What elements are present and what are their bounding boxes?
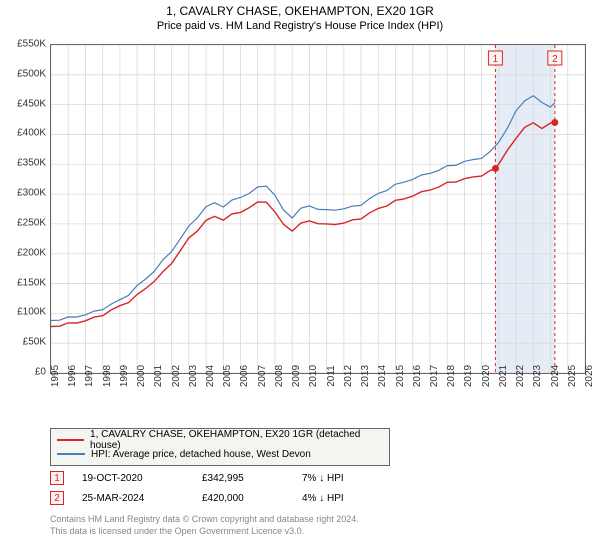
svg-text:1: 1 xyxy=(493,54,499,65)
y-axis-tick-label: £300K xyxy=(17,188,46,199)
x-axis-tick-label: 2009 xyxy=(291,365,302,387)
legend-swatch xyxy=(57,439,84,441)
x-axis-tick-label: 2002 xyxy=(171,365,182,387)
y-axis-tick-label: £0 xyxy=(35,367,46,378)
x-axis-tick-label: 2006 xyxy=(239,365,250,387)
x-axis-tick-label: 2016 xyxy=(412,365,423,387)
marker-row: 2 25-MAR-2024 £420,000 4% ↓ HPI xyxy=(50,488,402,508)
y-axis-tick-label: £250K xyxy=(17,217,46,228)
x-axis-tick-label: 1997 xyxy=(84,365,95,387)
y-axis-tick-label: £150K xyxy=(17,277,46,288)
y-axis-tick-label: £200K xyxy=(17,247,46,258)
chart-plot-area: 12 xyxy=(50,44,586,374)
legend-label: HPI: Average price, detached house, West… xyxy=(91,449,311,460)
x-axis-tick-label: 2024 xyxy=(550,365,561,387)
marker-badge: 2 xyxy=(50,491,64,505)
x-axis-tick-label: 2015 xyxy=(395,365,406,387)
x-axis-tick-label: 2012 xyxy=(343,365,354,387)
footer-attribution: Contains HM Land Registry data © Crown c… xyxy=(50,514,359,537)
x-axis-tick-label: 1996 xyxy=(67,365,78,387)
y-axis-tick-label: £50K xyxy=(23,337,46,348)
x-axis-tick-label: 2019 xyxy=(463,365,474,387)
legend-item-price-paid: 1, CAVALRY CHASE, OKEHAMPTON, EX20 1GR (… xyxy=(57,433,383,447)
x-axis-tick-label: 2025 xyxy=(567,365,578,387)
y-axis-tick-label: £400K xyxy=(17,128,46,139)
x-axis-tick-label: 2021 xyxy=(498,365,509,387)
x-axis-tick-label: 2013 xyxy=(360,365,371,387)
x-axis-tick-label: 2000 xyxy=(136,365,147,387)
legend-swatch xyxy=(57,453,85,455)
x-axis-tick-label: 1999 xyxy=(119,365,130,387)
marker-delta: 7% ↓ HPI xyxy=(302,473,402,484)
svg-text:2: 2 xyxy=(552,54,558,65)
y-axis-tick-label: £550K xyxy=(17,39,46,50)
x-axis-tick-label: 2011 xyxy=(326,365,337,387)
x-axis-tick-label: 1995 xyxy=(50,365,61,387)
x-axis-tick-label: 2010 xyxy=(308,365,319,387)
chart-subtitle: Price paid vs. HM Land Registry's House … xyxy=(0,18,600,32)
x-axis-tick-label: 1998 xyxy=(102,365,113,387)
marker-table: 1 19-OCT-2020 £342,995 7% ↓ HPI 2 25-MAR… xyxy=(50,468,402,508)
x-axis-tick-label: 2020 xyxy=(481,365,492,387)
legend: 1, CAVALRY CHASE, OKEHAMPTON, EX20 1GR (… xyxy=(50,428,390,466)
x-axis-tick-label: 2014 xyxy=(377,365,388,387)
marker-badge: 1 xyxy=(50,471,64,485)
x-axis-tick-label: 2022 xyxy=(515,365,526,387)
marker-price: £342,995 xyxy=(202,473,302,484)
x-axis-tick-label: 2007 xyxy=(257,365,268,387)
x-axis-tick-label: 2005 xyxy=(222,365,233,387)
x-axis-tick-label: 2008 xyxy=(274,365,285,387)
marker-delta: 4% ↓ HPI xyxy=(302,493,402,504)
chart-title: 1, CAVALRY CHASE, OKEHAMPTON, EX20 1GR xyxy=(0,0,600,18)
y-axis-tick-label: £450K xyxy=(17,98,46,109)
y-axis-tick-label: £500K xyxy=(17,68,46,79)
y-axis-tick-label: £100K xyxy=(17,307,46,318)
x-axis-tick-label: 2018 xyxy=(446,365,457,387)
x-axis-tick-label: 2023 xyxy=(532,365,543,387)
x-axis-tick-label: 2001 xyxy=(153,365,164,387)
x-axis-tick-label: 2026 xyxy=(584,365,595,387)
x-axis-tick-label: 2017 xyxy=(429,365,440,387)
marker-row: 1 19-OCT-2020 £342,995 7% ↓ HPI xyxy=(50,468,402,488)
y-axis-tick-label: £350K xyxy=(17,158,46,169)
marker-price: £420,000 xyxy=(202,493,302,504)
marker-date: 19-OCT-2020 xyxy=(82,473,202,484)
marker-date: 25-MAR-2024 xyxy=(82,493,202,504)
x-axis-tick-label: 2003 xyxy=(188,365,199,387)
x-axis-tick-label: 2004 xyxy=(205,365,216,387)
